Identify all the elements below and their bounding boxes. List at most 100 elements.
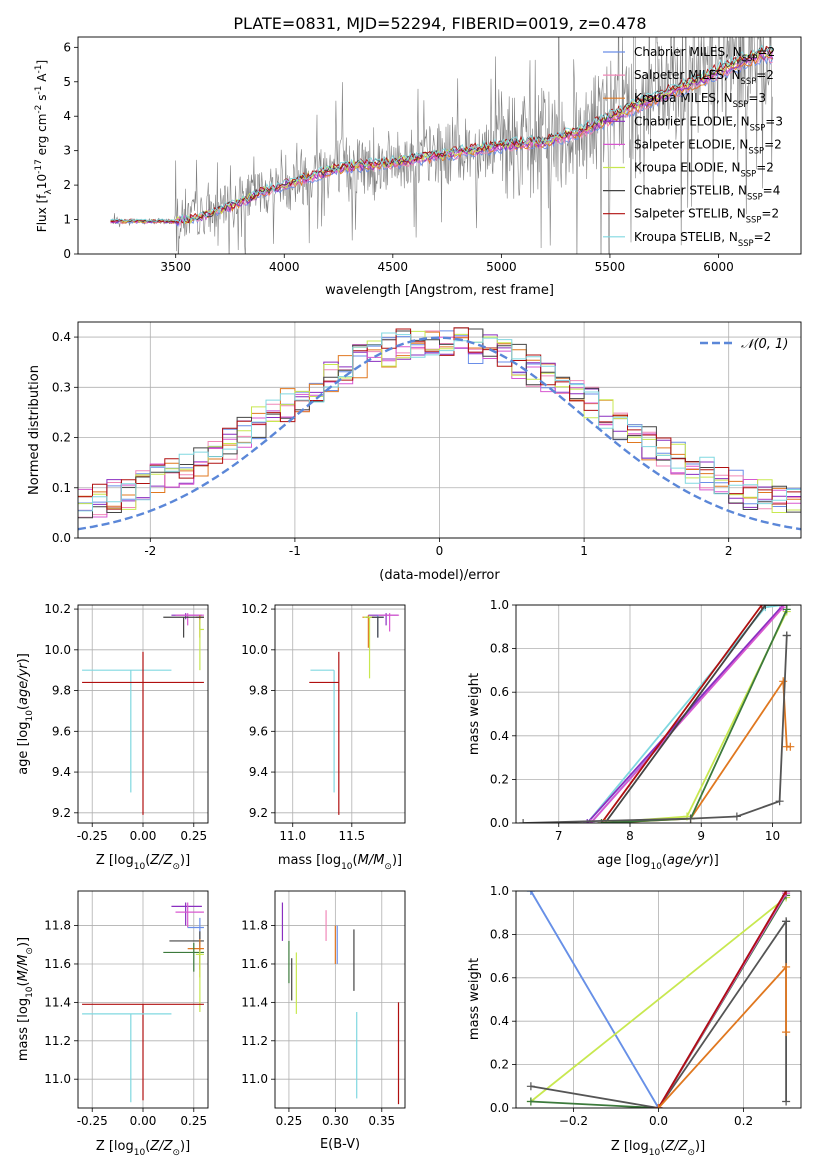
y-tick-label: 4: [63, 109, 71, 123]
y-axis-label: mass weight: [467, 673, 482, 755]
y-tick-label: 11.8: [44, 919, 71, 933]
x-tick-label: 7: [555, 829, 563, 843]
x-axis-label: E(B-V): [320, 1137, 360, 1152]
y-tick-label: 10.2: [44, 602, 71, 616]
y-tick-label: 11.8: [241, 919, 268, 933]
y-tick-label: 5: [63, 75, 71, 89]
weight-point-marker: [782, 962, 791, 971]
x-axis-label: wavelength [Angstrom, rest frame]: [325, 283, 554, 298]
y-tick-label: 0.2: [490, 772, 509, 786]
legend-label: Chabrier STELIB, NSSP=4: [634, 184, 780, 202]
y-tick-label: 11.2: [241, 1034, 268, 1048]
x-tick-label: 6000: [703, 260, 734, 274]
plot-area: [110, 37, 774, 254]
weight-point-marker: [526, 891, 535, 895]
x-tick-label: 0.25: [276, 1114, 303, 1128]
y-axis-label: mass [log10(M/M⊙)]: [16, 937, 35, 1061]
y-tick-label: 9.8: [249, 684, 268, 698]
axes-frame: [274, 604, 406, 824]
model-spectrum-line: [110, 45, 774, 224]
y-tick-label: 9.8: [52, 684, 71, 698]
plot-area: [519, 605, 795, 823]
y-tick-label: 0.2: [490, 1058, 509, 1072]
y-axis-label: Normed distribution: [27, 365, 42, 495]
x-tick-label: 2: [725, 544, 733, 558]
y-axis-label: Flux [fλ10-17 erg cm-2 s-1 A-1]: [34, 60, 54, 232]
y-tick-label: 0.6: [490, 685, 509, 699]
x-axis-label: Z [log10(Z/Z⊙)]: [611, 1139, 705, 1158]
age-vs-metallicity-panel: -0.25 0.00 0.25 9.2 9.4 9.6 9.8 10.0 10.2 Z [log1…: [16, 602, 209, 872]
axes-frame: [515, 604, 802, 824]
y-tick-label: 0.8: [490, 927, 509, 941]
x-tick-label: -0.25: [77, 829, 108, 843]
y-tick-label: 11.2: [44, 1034, 71, 1048]
spectrum-panel: 3500 4000 4500 5000 5500 6000 0 1 2 3 4 5 6 Chabrier …: [34, 36, 802, 298]
axes-frame: [274, 890, 406, 1109]
x-tick-label: 3500: [160, 260, 191, 274]
x-tick-label: 5000: [486, 260, 517, 274]
legend-label: Kroupa ELODIE, NSSP=2: [634, 161, 774, 179]
x-axis-label: (data-model)/error: [379, 568, 500, 583]
y-tick-label: 0.0: [490, 816, 509, 830]
weight-point-marker: [786, 742, 795, 751]
x-tick-label: 4500: [378, 260, 409, 274]
y-tick-label: 9.6: [249, 724, 268, 738]
x-tick-label: 0.25: [180, 829, 207, 843]
weight-point-marker: [519, 819, 528, 823]
y-tick-label: 0.3: [52, 380, 71, 394]
weight-point-marker: [526, 1097, 535, 1106]
axes-frame: [515, 890, 802, 1109]
y-tick-label: 0.0: [52, 531, 71, 545]
y-tick-label: 0.2: [52, 431, 71, 445]
legend-label: 𝒩(0, 1): [741, 337, 788, 352]
weight-series-line: [590, 606, 784, 823]
weight-point-marker: [782, 891, 791, 895]
x-tick-label: 1: [580, 544, 588, 558]
mass-vs-ebv-panel: 0.25 0.30 0.35 11.0 11.2 11.4 11.6 11.8 E(B-V): [241, 890, 406, 1152]
y-tick-label: 10.2: [241, 602, 268, 616]
x-tick-label: 11.0: [279, 829, 306, 843]
x-tick-label: -1: [289, 544, 301, 558]
figure-title: PLATE=0831, MJD=52294, FIBERID=0019, z=0…: [233, 14, 646, 33]
x-axis-label: mass [log10(M/M⊙)]: [278, 853, 402, 872]
weight-point-marker: [583, 819, 592, 823]
weight-point-marker: [782, 605, 791, 614]
plot-area: [82, 902, 204, 1103]
weight-series-line: [657, 891, 787, 1108]
weight-series-line: [530, 896, 787, 1103]
x-tick-label: 10: [765, 829, 780, 843]
observed-spectrum-line: [110, 37, 773, 254]
y-tick-label: 9.2: [52, 806, 71, 820]
weight-series-line: [530, 891, 660, 1108]
plot-area: [78, 327, 801, 531]
mass-vs-metallicity-panel: -0.25 0.00 0.25 11.0 11.2 11.4 11.6 11.8 Z [log1…: [16, 890, 209, 1158]
weight-point-marker: [782, 917, 791, 926]
legend-label: Salpeter STELIB, NSSP=2: [634, 207, 779, 225]
model-spectrum-line: [110, 48, 774, 225]
legend-label: Salpeter ELODIE, NSSP=2: [634, 137, 782, 155]
y-tick-label: 9.4: [52, 765, 71, 779]
y-tick-label: 11.6: [44, 957, 71, 971]
y-tick-label: 1.0: [490, 884, 509, 898]
x-tick-label: 11.5: [338, 829, 365, 843]
residual-histogram-step: [78, 327, 801, 519]
x-tick-label: 0: [436, 544, 444, 558]
weight-vs-metallicity-panel: −0.2 0.0 0.2 0.0 0.2 0.4 0.6 0.8 1.0 Z [log10(Z/Z…: [467, 884, 802, 1158]
y-tick-label: 10.0: [241, 643, 268, 657]
weight-point-marker: [782, 1028, 791, 1037]
x-tick-label: -0.25: [77, 1114, 108, 1128]
y-tick-label: 0: [63, 247, 71, 261]
x-tick-label: 8: [626, 829, 634, 843]
y-tick-label: 9.6: [52, 724, 71, 738]
weight-point-marker: [686, 814, 695, 823]
weight-point-marker: [757, 605, 766, 609]
x-axis-label: Z [log10(Z/Z⊙)]: [96, 853, 190, 872]
y-tick-label: 6: [63, 40, 71, 54]
weight-point-marker: [526, 1082, 535, 1091]
y-tick-label: 0.6: [490, 971, 509, 985]
x-tick-label: 0.00: [130, 829, 157, 843]
x-tick-label: 0.30: [322, 1114, 349, 1128]
model-spectrum-line: [110, 44, 774, 225]
legend-label: Chabrier ELODIE, NSSP=3: [634, 114, 783, 132]
x-axis-label: Z [log10(Z/Z⊙)]: [96, 1139, 190, 1158]
